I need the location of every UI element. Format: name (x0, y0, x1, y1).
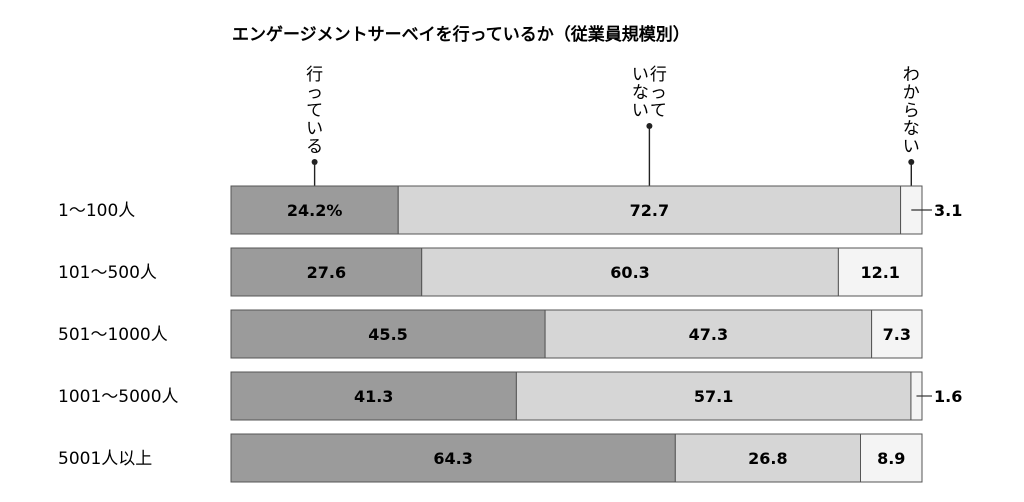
legend-pointer-dot (646, 123, 653, 129)
bar-segment (230, 371, 517, 421)
category-label: 1001〜5000人 (58, 387, 179, 407)
legend-char: わ (903, 65, 920, 85)
bar-row: 1〜100人 24.2% 72.7 3.1 (58, 185, 962, 235)
legend-char: て (306, 101, 323, 121)
bar-row: 501〜1000人 45.5 47.3 7.3 (58, 309, 923, 359)
bar-segment (230, 185, 399, 235)
bar-rows: 1〜100人 24.2% 72.7 3.1 101〜500人 27.6 60.3 12.1 50… (58, 185, 962, 483)
category-label: 501〜1000人 (58, 325, 168, 345)
value-label: 27.6 (307, 263, 346, 282)
value-label: 24.2% (287, 201, 343, 220)
value-label: 26.8 (748, 449, 787, 468)
legend-char: 行 (306, 65, 323, 85)
category-label: 101〜500人 (58, 263, 157, 283)
legend-pointer-dot (908, 159, 915, 165)
bar-row: 5001人以上 64.3 26.8 8.9 (58, 433, 923, 483)
bar-segment (871, 309, 923, 359)
bar-segment (421, 247, 839, 297)
legend-item: 行っている (306, 65, 323, 197)
bar-segment (837, 247, 923, 297)
legend-char: て (650, 101, 667, 121)
value-label: 8.9 (877, 449, 905, 468)
bar-segment (674, 433, 862, 483)
value-label: 41.3 (354, 387, 393, 406)
value-label: 45.5 (368, 325, 407, 344)
bar-segment (515, 371, 912, 421)
chart-title: エンゲージメントサーベイを行っているか（従業員規模別） (232, 24, 690, 45)
bar-segment (397, 185, 902, 235)
value-label: 1.6 (934, 387, 962, 406)
legend-char: る (306, 137, 323, 157)
value-label: 64.3 (433, 449, 472, 468)
legend-char: い (632, 65, 649, 85)
category-label: 5001人以上 (58, 449, 152, 469)
bar-row: 1001〜5000人 41.3 57.1 1.6 (58, 371, 962, 421)
legend-pointer-dot (311, 159, 318, 165)
category-label: 1〜100人 (58, 201, 135, 221)
bar-segment (544, 309, 873, 359)
value-label: 47.3 (689, 325, 728, 344)
value-label: 3.1 (934, 201, 962, 220)
bar-segment (230, 433, 676, 483)
legend-char: い (903, 137, 920, 157)
bar-row: 101〜500人 27.6 60.3 12.1 (58, 247, 923, 297)
legend-char: な (632, 83, 649, 103)
legend-char: 行 (650, 65, 667, 85)
legend-char: い (632, 101, 649, 121)
bar-segment (230, 247, 423, 297)
value-label: 72.7 (630, 201, 669, 220)
value-label: 60.3 (610, 263, 649, 282)
value-label: 7.3 (883, 325, 911, 344)
value-label: 57.1 (694, 387, 733, 406)
legend-char: っ (650, 83, 667, 103)
legend-char: か (903, 83, 920, 103)
legend-char: っ (306, 83, 323, 103)
legend-char: ら (903, 101, 920, 121)
legend-char: い (306, 119, 323, 139)
legend-char: な (903, 119, 920, 139)
bar-segment (860, 433, 923, 483)
value-label: 12.1 (860, 263, 899, 282)
bar-segment (230, 309, 546, 359)
